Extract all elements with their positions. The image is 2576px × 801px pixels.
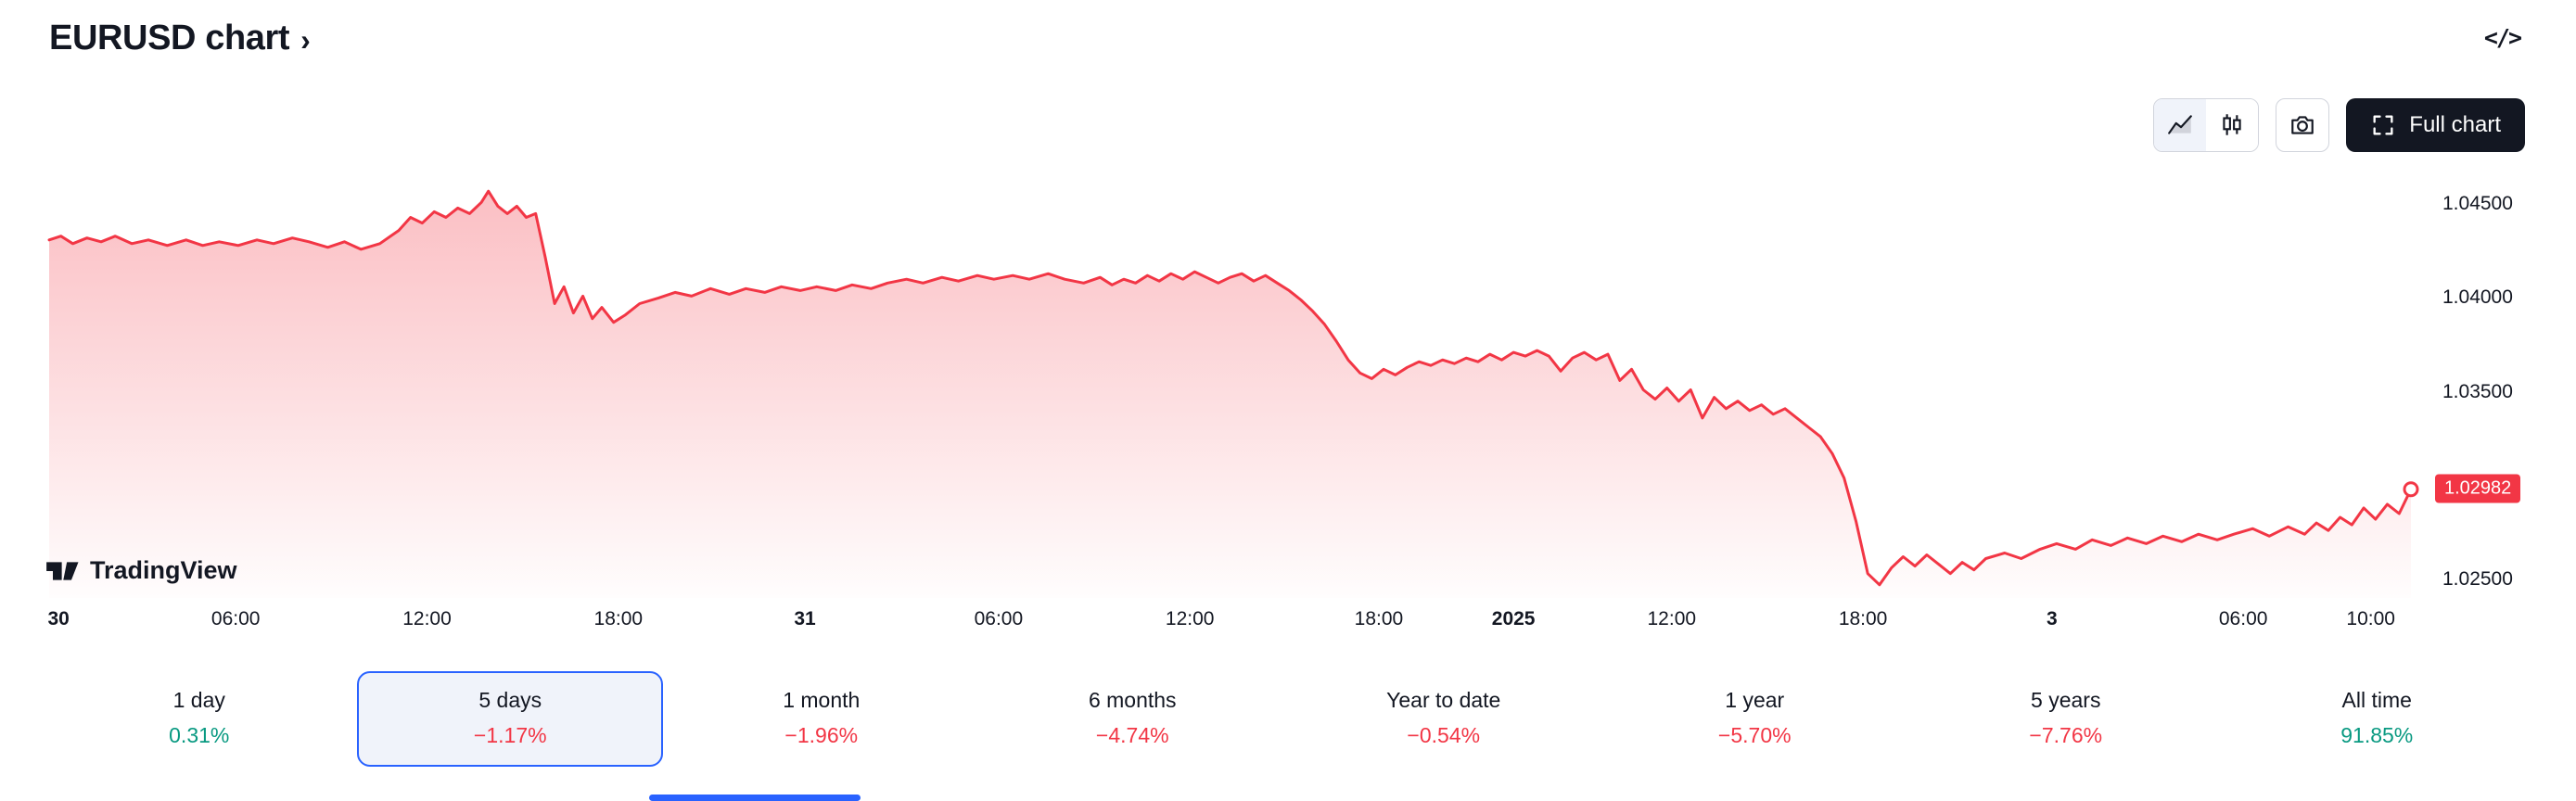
tradingview-watermark[interactable]: TradingView	[46, 556, 237, 585]
last-price-marker	[2403, 481, 2419, 498]
expand-icon	[2373, 115, 2393, 135]
range-change: −0.54%	[1407, 723, 1481, 747]
price-axis-label: 1.02500	[2442, 567, 2513, 590]
camera-icon	[2291, 116, 2315, 134]
tradingview-logo-text: TradingView	[90, 556, 237, 584]
range-change: −7.76%	[2029, 723, 2103, 747]
range-5-days[interactable]: 5 days −1.17%	[357, 671, 664, 767]
time-axis-label: 18:00	[593, 608, 644, 629]
price-area-fill	[49, 191, 2411, 598]
full-chart-label: Full chart	[2409, 112, 2501, 137]
price-axis-label: 1.04500	[2442, 193, 2513, 215]
time-axis-label: 12:00	[1165, 608, 1215, 629]
range-1-month[interactable]: 1 month −1.96%	[669, 671, 975, 767]
range-label: 5 days	[478, 688, 542, 712]
time-axis-label: 06:00	[210, 608, 261, 629]
chart-type-switcher	[2153, 98, 2260, 152]
tradingview-logo-icon	[46, 561, 79, 580]
time-axis-label: 31	[794, 608, 816, 629]
range-label: 1 day	[172, 688, 225, 712]
time-axis-label: 30	[47, 608, 70, 629]
price-axis-label: 1.04000	[2442, 286, 2513, 309]
candles-icon	[2223, 114, 2241, 135]
time-axis-label: 06:00	[974, 608, 1024, 629]
time-axis-label: 12:00	[402, 608, 452, 629]
range-change: −5.70%	[1717, 723, 1792, 747]
range-label: 1 month	[783, 688, 861, 712]
range-change: −4.74%	[1095, 723, 1169, 747]
page-title: EURUSD chart	[49, 19, 290, 57]
range-change: 91.85%	[2340, 723, 2414, 747]
range-change: −1.17%	[473, 723, 547, 747]
range-label: 6 months	[1088, 688, 1177, 712]
time-axis-label: 3	[2047, 608, 2058, 629]
range-label: 1 year	[1725, 688, 1785, 712]
symbol-chart-link[interactable]: EURUSD chart ›	[49, 19, 311, 58]
range-all-time[interactable]: All time 91.85%	[2224, 671, 2530, 767]
range-label: 5 years	[2031, 688, 2101, 712]
area-chart-icon	[2168, 115, 2193, 134]
range-label: Year to date	[1386, 688, 1501, 712]
chevron-right-icon: ›	[300, 23, 311, 57]
range-selector: 1 day 0.31% 5 days −1.17% 1 month −1.96% 6 mon…	[44, 671, 2532, 767]
price-axis-label: 1.03500	[2442, 380, 2513, 402]
time-axis[interactable]: 30 06:00 12:00 18:00 31 06:00 12:00 18:00 2025 12…	[47, 608, 2411, 640]
chart-toolbar: Full chart	[2153, 98, 2525, 152]
partial-element-cutoff	[649, 795, 861, 801]
price-line	[47, 189, 2413, 587]
range-year-to-date[interactable]: Year to date −0.54%	[1291, 671, 1597, 767]
full-chart-button[interactable]: Full chart	[2346, 98, 2525, 152]
time-axis-label: 18:00	[1838, 608, 1888, 629]
time-axis-label: 06:00	[2218, 608, 2268, 629]
chart-plot-area[interactable]	[47, 176, 2419, 598]
time-axis-label: 18:00	[1354, 608, 1404, 629]
area-chart-type-button[interactable]	[2154, 99, 2207, 151]
range-5-years[interactable]: 5 years −7.76%	[1913, 671, 2219, 767]
range-1-day[interactable]: 1 day 0.31%	[46, 671, 352, 767]
range-6-months[interactable]: 6 months −4.74%	[979, 671, 1285, 767]
time-axis-label: 2025	[1491, 608, 1536, 629]
embed-code-icon[interactable]: </>	[2483, 24, 2522, 51]
price-axis[interactable]: 1.04500 1.04000 1.03500 1.02500	[2429, 176, 2569, 598]
range-change: −1.96%	[784, 723, 859, 747]
snapshot-camera-button[interactable]	[2276, 98, 2330, 152]
range-1-year[interactable]: 1 year −5.70%	[1601, 671, 1907, 767]
time-axis-label: 10:00	[2346, 608, 2395, 629]
last-price-badge: 1.02982	[2435, 474, 2521, 503]
range-label: All time	[2341, 688, 2412, 712]
candles-chart-type-button[interactable]	[2206, 99, 2259, 151]
range-change: 0.31%	[169, 723, 230, 747]
time-axis-label: 12:00	[1647, 608, 1697, 629]
